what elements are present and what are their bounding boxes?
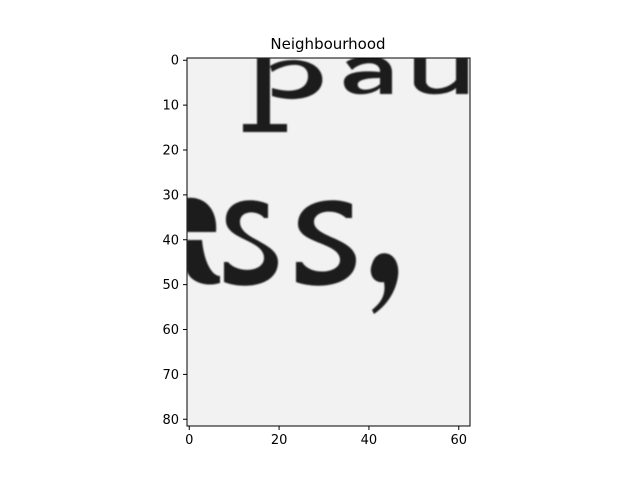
glyph-s-second (296, 200, 356, 286)
glyph-u (414, 58, 468, 95)
axes-frame (186, 57, 471, 427)
y-tick-label: 40 (162, 233, 179, 248)
text-fragment-lower (187, 197, 399, 314)
glyph-p-bowl (270, 60, 323, 100)
image-area (187, 58, 470, 426)
glyph-a (343, 58, 392, 95)
y-tick-label: 70 (162, 368, 179, 383)
y-tick-label: 20 (162, 144, 179, 159)
glyph-p-serif (243, 124, 287, 132)
y-tick-label: 80 (162, 413, 179, 428)
x-tick-label: 60 (450, 433, 467, 448)
x-tick-label: 40 (361, 433, 378, 448)
glyph-comma (370, 253, 399, 314)
y-tick-label: 10 (162, 99, 179, 114)
plot-title: Neighbourhood (270, 35, 385, 53)
y-tick-label: 0 (171, 54, 179, 69)
y-tick-label: 30 (162, 188, 179, 203)
text-fragment-upper (243, 58, 468, 132)
axis-ticks: 0 20 40 60 0 10 20 30 40 50 60 70 80 (162, 54, 467, 448)
x-tick-label: 20 (271, 433, 288, 448)
x-tick-label: 0 (185, 433, 193, 448)
glyph-p-stem (257, 58, 270, 128)
glyph-s-first (224, 200, 278, 286)
y-tick-label: 50 (162, 278, 179, 293)
y-tick-label: 60 (162, 323, 179, 338)
glyph-e (187, 197, 220, 285)
